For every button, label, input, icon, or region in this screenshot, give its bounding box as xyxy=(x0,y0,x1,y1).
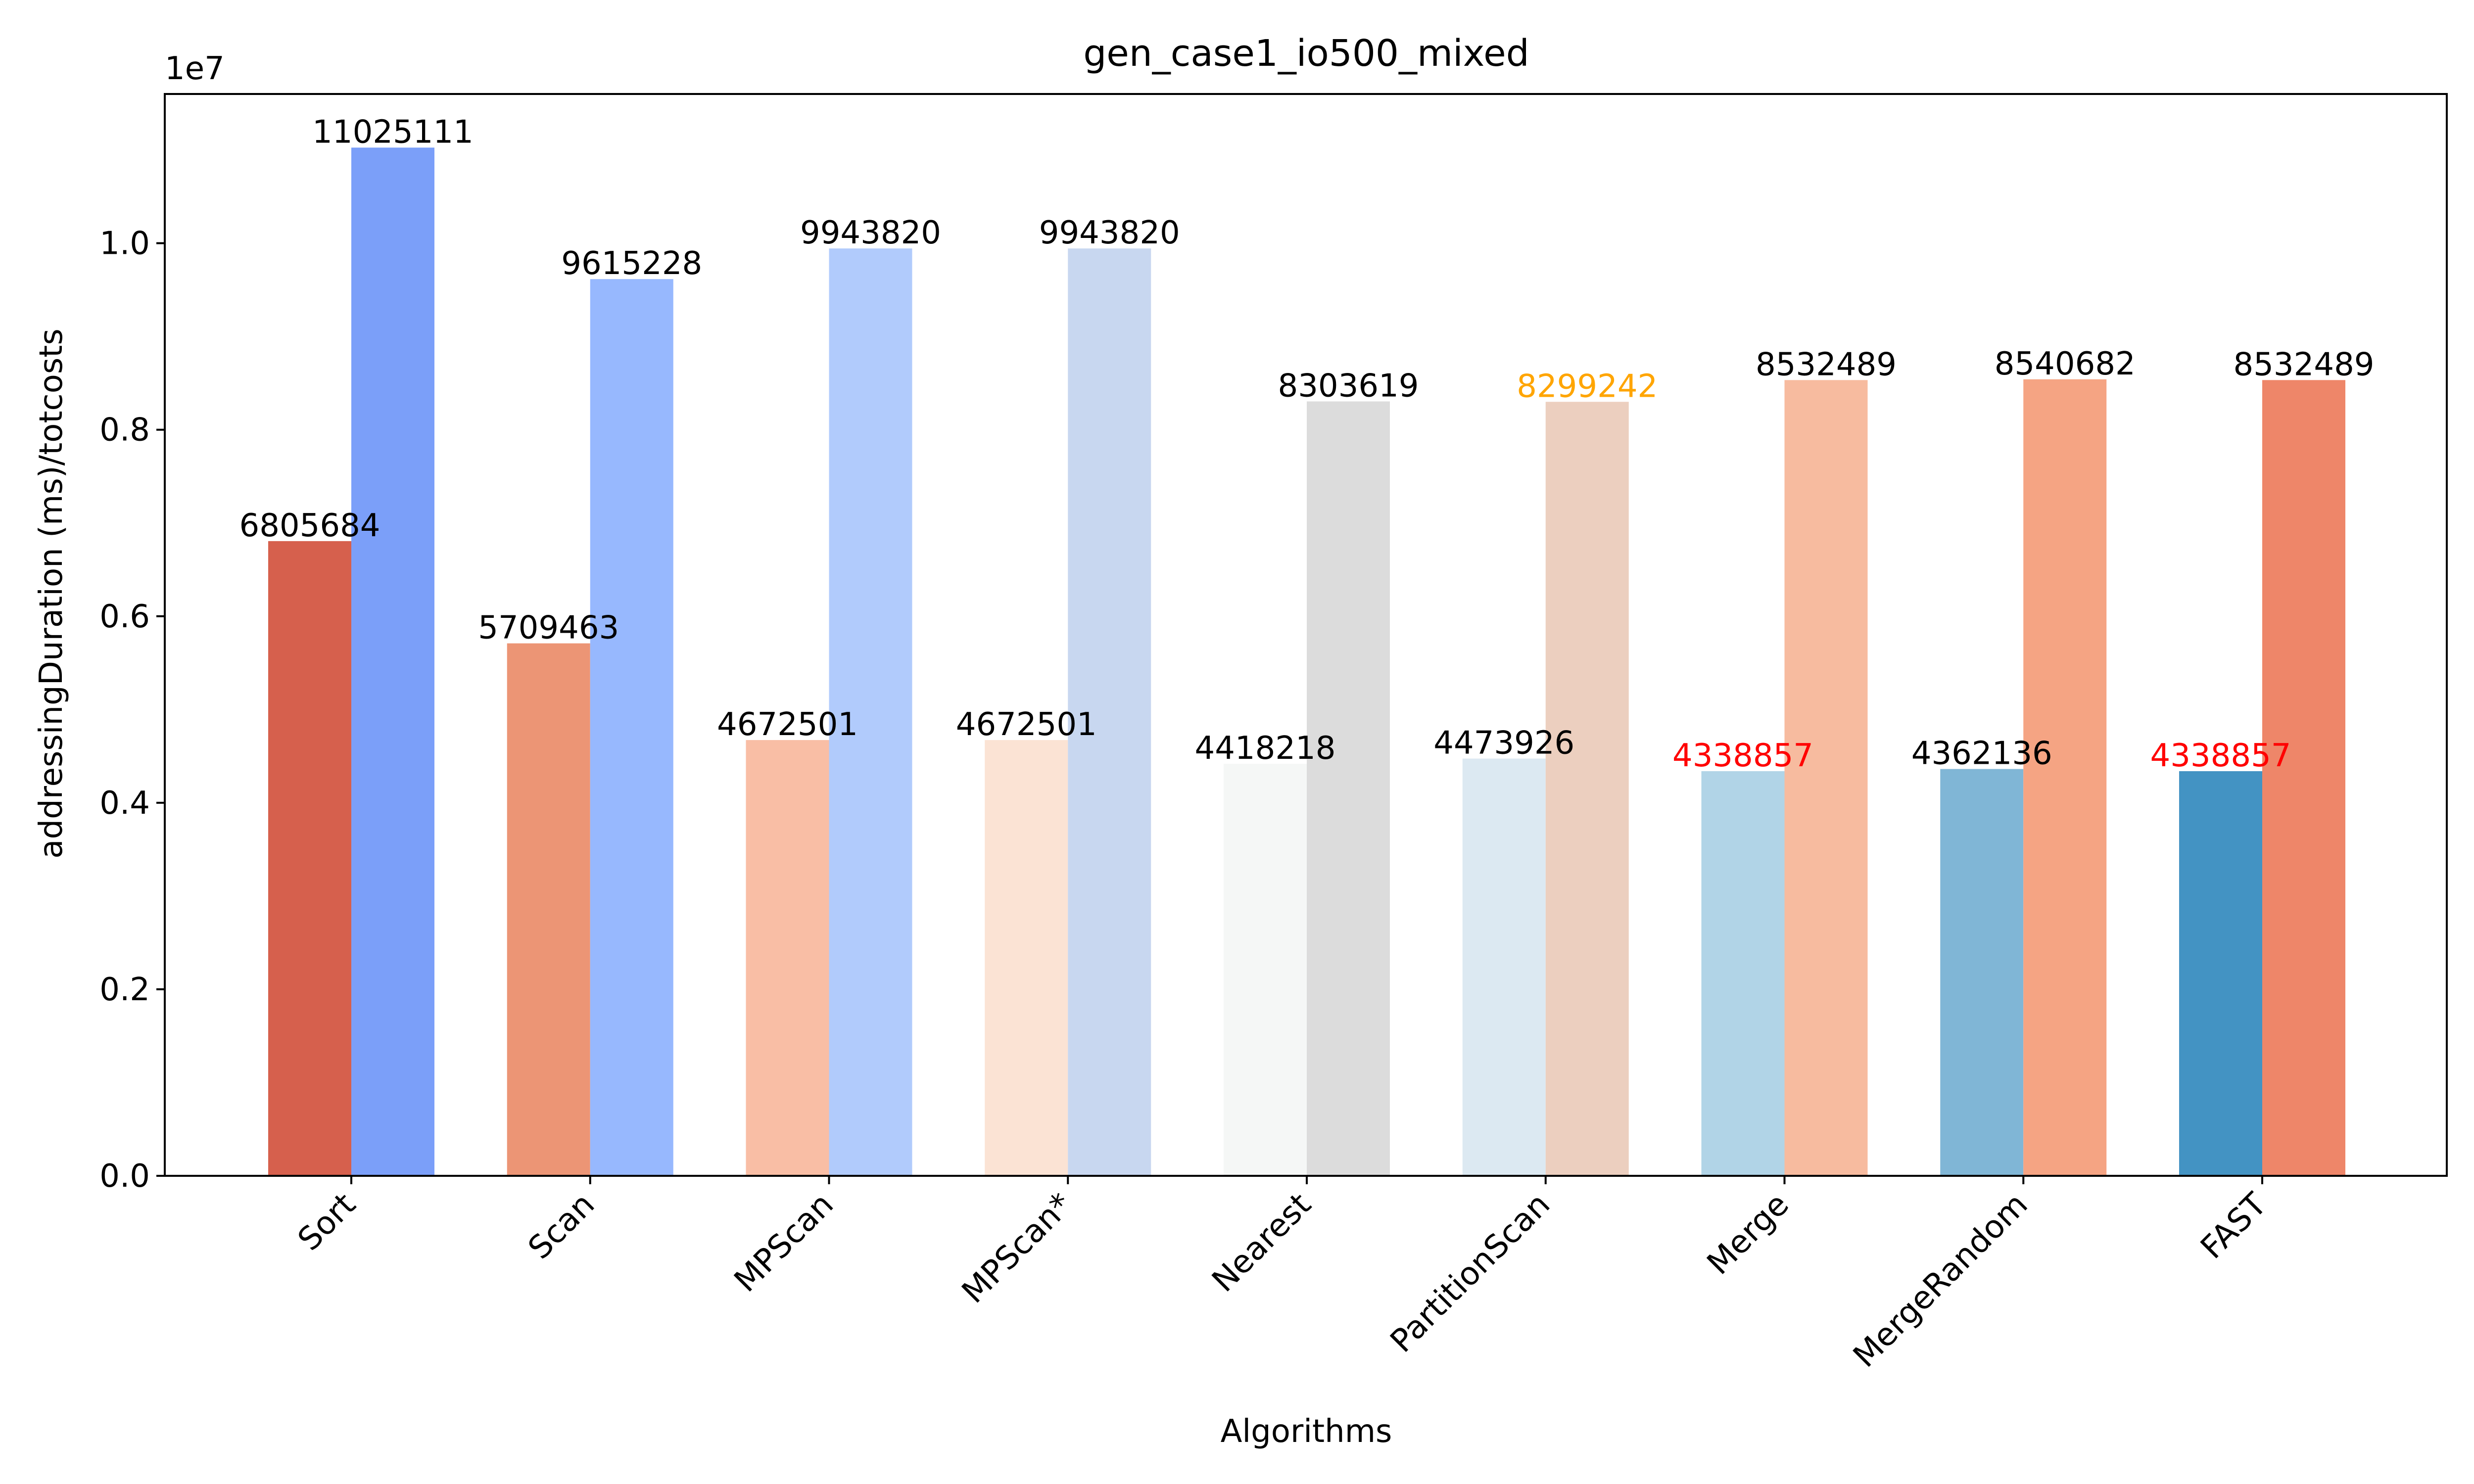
bar-value-label: 9943820 xyxy=(1039,215,1180,251)
bar-left-merge xyxy=(1701,771,1785,1176)
bar-value-label: 4338857 xyxy=(2150,738,2291,774)
bar-value-label: 9615228 xyxy=(561,245,702,282)
bar-right-sort xyxy=(351,147,434,1176)
y-tick-label: 0.2 xyxy=(99,972,150,1008)
bar-value-label: 8540682 xyxy=(1995,346,2136,382)
bar-right-partitionscan xyxy=(1545,402,1629,1176)
bar-value-label: 4418218 xyxy=(1194,730,1335,767)
y-tick-label: 0.4 xyxy=(99,785,150,822)
x-axis-label: Algorithms xyxy=(1221,1413,1392,1450)
bar-value-label: 4672501 xyxy=(717,706,858,743)
bar-value-label: 4672501 xyxy=(956,706,1097,743)
bar-value-label: 5709463 xyxy=(478,610,619,647)
bar-value-label: 6805684 xyxy=(239,508,380,544)
bar-left-sort xyxy=(268,541,351,1176)
bar-right-fast xyxy=(2262,380,2345,1176)
bar-right-mpscan- xyxy=(1068,248,1151,1176)
bar-value-label: 8299242 xyxy=(1517,368,1658,405)
plot-area-frame xyxy=(164,93,2448,1177)
bar-value-label: 8532489 xyxy=(1756,346,1897,383)
bars-group xyxy=(268,147,2345,1176)
bar-value-label: 11025111 xyxy=(312,114,474,150)
bar-value-label: 4338857 xyxy=(1672,738,1813,774)
bar-labels-group: 6805684 11025111 5709463 9615228 4672501 9943… xyxy=(239,114,2374,774)
bar-right-nearest xyxy=(1307,401,1390,1176)
bar-right-merge xyxy=(1784,380,1868,1176)
bar-left-partitionscan xyxy=(1462,758,1546,1176)
bar-left-fast xyxy=(2179,771,2262,1176)
bar-left-scan xyxy=(507,643,590,1176)
bar-right-mpscan xyxy=(829,248,912,1176)
y-tick-label: 0.8 xyxy=(99,412,150,449)
bar-value-label: 8532489 xyxy=(2233,346,2374,383)
bar-value-label: 9943820 xyxy=(800,215,941,251)
y-tick-label: 0.0 xyxy=(99,1158,150,1195)
y-tick-label: 0.6 xyxy=(99,599,150,635)
bar-value-label: 8303619 xyxy=(1278,368,1419,404)
chart-title: gen_case1_io500_mixed xyxy=(1083,32,1529,75)
y-axis-scale-label: 1e7 xyxy=(165,50,225,87)
bar-left-nearest xyxy=(1224,764,1307,1176)
bar-left-mpscan- xyxy=(985,740,1068,1176)
bar-value-label: 4473926 xyxy=(1433,725,1574,762)
bar-right-mergerandom xyxy=(2023,379,2107,1176)
bar-left-mpscan xyxy=(746,740,829,1176)
bar-right-scan xyxy=(590,279,673,1176)
y-tick-label: 1.0 xyxy=(99,226,150,262)
bar-value-label: 4362136 xyxy=(1911,736,2052,772)
y-axis: 0.0 0.2 0.4 0.6 0.8 1.0 xyxy=(99,226,165,1195)
y-axis-label: addressingDuration (ms)/totcosts xyxy=(33,328,70,858)
bar-left-mergerandom xyxy=(1940,769,2024,1176)
